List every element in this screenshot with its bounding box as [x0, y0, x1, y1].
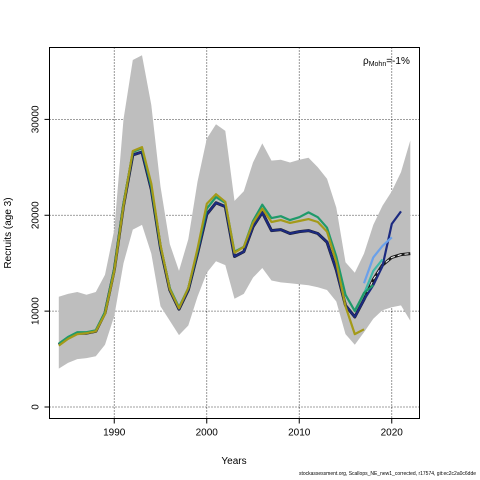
- y-tick-label-10000: 10000: [31, 297, 42, 325]
- footer-source: stockassessment.org, Scallops_NE_new1_co…: [298, 471, 476, 477]
- mohn-rho-value: =-1%: [386, 56, 410, 67]
- grid-lines: [49, 47, 420, 419]
- mohn-rho-annotation: ρMohn=-1%: [363, 56, 410, 68]
- axes: 1990 2000 2010 2020 0 10000 20000 30000: [31, 105, 404, 438]
- confidence-band: [58, 55, 411, 369]
- y-tick-label-20000: 20000: [31, 201, 42, 229]
- series-line-5: [58, 146, 365, 347]
- mohn-rho-subscript: Mohn: [369, 61, 387, 68]
- y-axis-label: Recruits (age 3): [3, 197, 14, 268]
- plot-frame: [49, 47, 420, 419]
- x-tick-label-2000: 2000: [196, 428, 219, 439]
- y-tick-label-30000: 30000: [31, 105, 42, 133]
- x-tick-label-2020: 2020: [381, 428, 404, 439]
- series-line-2: [362, 236, 393, 284]
- mohn-rho-symbol: ρ: [363, 56, 369, 67]
- x-tick-label-1990: 1990: [103, 428, 126, 439]
- confidence-band-area: [58, 55, 411, 369]
- x-tick-label-2010: 2010: [288, 428, 311, 439]
- x-axis-label: Years: [221, 456, 246, 467]
- series-lines: [57, 146, 411, 347]
- y-tick-label-0: 0: [31, 404, 42, 410]
